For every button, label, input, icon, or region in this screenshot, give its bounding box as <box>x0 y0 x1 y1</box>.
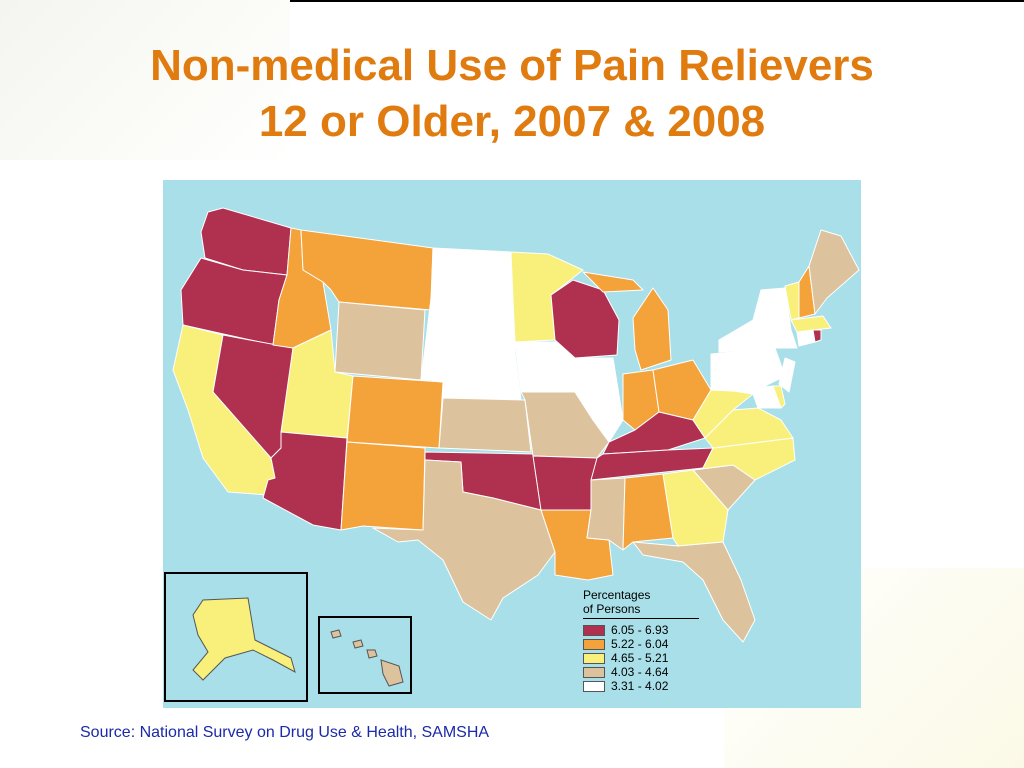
state-alabama <box>622 473 674 551</box>
state-pennsylvania <box>710 347 786 393</box>
state-kansas <box>438 397 532 453</box>
state-colorado <box>346 375 444 449</box>
legend-swatch <box>583 652 605 664</box>
state-south-dakota <box>424 297 516 353</box>
hawaii-inset <box>318 616 412 694</box>
state-maryland <box>727 385 782 409</box>
state-connecticut <box>796 329 816 347</box>
legend-label: 6.05 - 6.93 <box>611 623 669 637</box>
us-map-svg <box>164 207 860 702</box>
state-massachusetts <box>790 315 832 333</box>
state-new-york <box>718 287 798 353</box>
state-alaska <box>192 597 296 681</box>
state-arkansas <box>532 455 598 511</box>
state-wisconsin <box>550 279 620 359</box>
state-rhode-island <box>812 329 822 343</box>
legend-item: 4.65 - 5.21 <box>583 651 703 665</box>
state-michigan <box>582 271 672 371</box>
title-line-1: Non-medical Use of Pain Relievers <box>150 41 874 90</box>
state-illinois <box>574 357 624 443</box>
legend-label: 4.03 - 4.64 <box>611 665 669 679</box>
legend-item: 3.31 - 4.02 <box>583 679 703 693</box>
state-new-jersey <box>778 357 796 393</box>
legend-label: 4.65 - 5.21 <box>611 651 669 665</box>
state-maine <box>808 229 860 315</box>
alaska-inset <box>164 572 308 702</box>
legend-item: 4.03 - 4.64 <box>583 665 703 679</box>
legend-swatch <box>583 638 605 650</box>
state-delaware <box>772 385 786 409</box>
legend-item: 5.22 - 6.04 <box>583 637 703 651</box>
state-north-dakota <box>430 247 514 301</box>
background-glow-top-left <box>0 0 290 160</box>
title-line-2: 12 or Older, 2007 & 2008 <box>258 97 766 146</box>
legend-title-line-2: of Persons <box>583 602 641 616</box>
legend-title-line-1: Percentages <box>583 588 651 602</box>
slide-title: Non-medical Use of Pain Relievers 12 or … <box>0 38 1024 150</box>
legend-label: 3.31 - 4.02 <box>611 679 669 693</box>
legend-label: 5.22 - 6.04 <box>611 637 669 651</box>
legend-item: 6.05 - 6.93 <box>583 623 703 637</box>
state-hawaii <box>330 629 404 687</box>
legend-swatch <box>583 666 605 678</box>
state-new-mexico <box>340 441 426 531</box>
legend-swatch <box>583 680 605 692</box>
legend-divider <box>583 618 699 619</box>
legend-swatch <box>583 624 605 636</box>
source-citation: Source: National Survey on Drug Use & He… <box>80 724 490 741</box>
state-florida <box>632 541 756 643</box>
legend: Percentages of Persons 6.05 - 6.93 5.22 … <box>583 588 703 693</box>
top-rule <box>290 0 1024 2</box>
us-map: Percentages of Persons 6.05 - 6.93 5.22 … <box>163 180 861 708</box>
state-wyoming <box>334 301 426 381</box>
state-texas <box>372 459 556 621</box>
